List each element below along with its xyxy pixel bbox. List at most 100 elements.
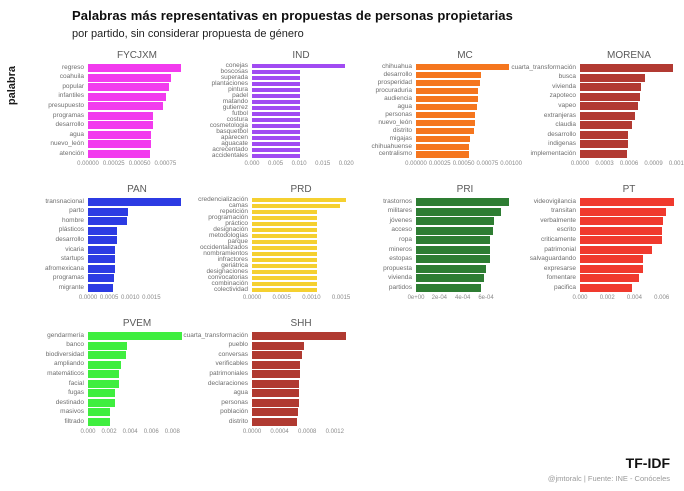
bar xyxy=(88,351,126,360)
bar xyxy=(88,398,116,407)
word-label: camas xyxy=(228,201,248,209)
word-label: cuarta_transformación xyxy=(511,63,576,71)
bar-track xyxy=(416,71,514,79)
bar xyxy=(252,209,318,215)
bar-track xyxy=(252,81,350,87)
word-label: popular xyxy=(62,82,84,90)
method-label: TF-IDF xyxy=(625,455,670,471)
attribution-text: @jmtoralc | Fuente: INE - Conóceles xyxy=(547,474,670,483)
bar-track xyxy=(416,87,514,95)
x-axis: 0.000 0.002 0.004 0.006 0.008 xyxy=(80,426,186,437)
bar-track xyxy=(252,64,350,69)
bar xyxy=(252,221,317,227)
x-tick-label: 0.00050 xyxy=(128,161,151,167)
bar-row: accidentales xyxy=(194,152,350,159)
x-tick-label: 0.020 xyxy=(338,161,354,167)
bar xyxy=(252,111,300,117)
bar-track xyxy=(416,255,514,264)
x-tick-label: 0.006 xyxy=(143,429,159,435)
bar-row: audiencia xyxy=(358,95,514,103)
word-label: vicaria xyxy=(65,245,84,253)
bar xyxy=(252,141,300,147)
bar xyxy=(252,153,300,158)
bar-row: agua xyxy=(194,389,350,398)
bar xyxy=(416,103,477,111)
plot-area: credencialización camas repetición programa… xyxy=(194,196,350,293)
bar-track xyxy=(252,417,350,426)
word-label: parto xyxy=(69,207,84,215)
bar-row: distrito xyxy=(194,418,350,426)
bar xyxy=(252,117,300,123)
bar-row: transitan xyxy=(522,208,678,216)
word-label: destinado xyxy=(55,398,84,406)
word-label: metodologías xyxy=(208,231,248,239)
bar xyxy=(580,198,674,207)
bar-row: aguacate xyxy=(194,140,350,147)
bar xyxy=(580,73,646,82)
bar-track xyxy=(88,198,186,207)
bar-row: infantiles xyxy=(30,93,186,101)
word-label: pueblo xyxy=(228,341,248,349)
bar-track xyxy=(580,198,678,207)
bar-track xyxy=(252,263,350,269)
bar xyxy=(416,127,475,135)
bar-row: militares xyxy=(358,208,514,216)
bar-row: hombre xyxy=(30,217,186,226)
bar-track xyxy=(88,245,186,254)
bar-row: boscosas xyxy=(194,68,350,75)
bar-track xyxy=(580,149,678,158)
word-label: presupuesto xyxy=(48,101,84,109)
bar xyxy=(580,140,629,149)
bar-track xyxy=(88,149,186,158)
bar-track xyxy=(580,245,678,254)
x-tick-label: 0.00025 xyxy=(428,161,451,167)
facet-title: PT xyxy=(622,184,636,195)
bar-track xyxy=(88,236,186,245)
bar-row: ropa xyxy=(358,236,514,245)
bar xyxy=(88,274,114,283)
bar-row: startups xyxy=(30,255,186,264)
bar-track xyxy=(88,140,186,149)
bar-row: chihuahuense xyxy=(358,143,514,150)
bar-track xyxy=(580,140,678,149)
bar-track xyxy=(252,141,350,147)
bar-row: facial xyxy=(30,380,186,388)
bar-track xyxy=(252,360,350,369)
word-label: patrimoniales xyxy=(209,369,248,377)
bar xyxy=(88,102,164,111)
bar-track xyxy=(88,389,186,398)
bar-track xyxy=(580,130,678,139)
plot-area: transnacional parto hombre plásticos desarro… xyxy=(30,198,186,292)
bar-row: gutierrez xyxy=(194,104,350,111)
bar-track xyxy=(252,198,350,203)
bar-track xyxy=(252,209,350,215)
bar-track xyxy=(252,389,350,398)
bar-track xyxy=(252,135,350,141)
x-axis: 0.0000 0.0005 0.0010 0.0015 xyxy=(79,292,186,303)
word-label: práctico xyxy=(225,219,248,227)
word-label: gendarmería xyxy=(47,331,84,339)
bar-track xyxy=(416,143,514,150)
bar-row: busca xyxy=(522,74,678,82)
bar xyxy=(88,130,151,139)
bar-row: migrante xyxy=(30,284,186,292)
word-label: repetición xyxy=(219,207,248,215)
bar-row: migajas xyxy=(358,135,514,143)
bar-track xyxy=(88,207,186,216)
word-label: coahuila xyxy=(59,73,84,81)
bar-row: pacifica xyxy=(522,284,678,292)
bar-row: partidos xyxy=(358,284,514,292)
bar xyxy=(88,64,181,73)
bar xyxy=(88,332,182,341)
word-label: pintura xyxy=(228,85,248,93)
bar xyxy=(580,149,628,158)
bar-track xyxy=(580,236,678,245)
bar-track xyxy=(252,93,350,99)
bar-row: biodiversidad xyxy=(30,351,186,360)
bar-row: criticamente xyxy=(522,236,678,245)
bar xyxy=(416,217,495,226)
bar-track xyxy=(252,257,350,263)
x-tick-label: 0.0000 xyxy=(78,295,98,301)
bar-track xyxy=(88,417,186,426)
bar-row: vicaria xyxy=(30,246,186,254)
